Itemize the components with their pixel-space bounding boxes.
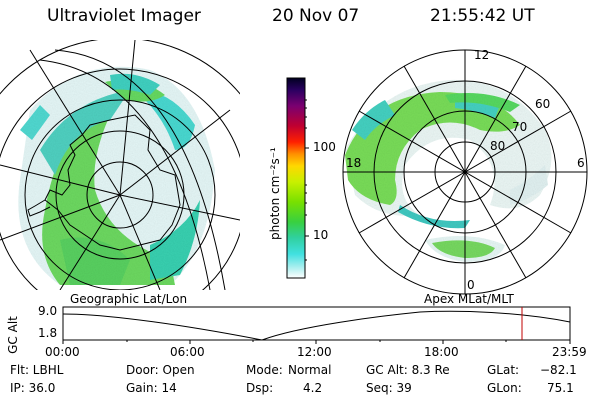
timeline-ylabel: GC Alt xyxy=(5,316,20,354)
info-mode-value: Normal xyxy=(288,363,332,377)
info-dsp-value: 4.2 xyxy=(303,381,323,395)
timeline-ytick-top: 9.0 xyxy=(38,304,58,318)
info-filter: Flt: LBHL xyxy=(10,363,64,377)
peninsula-coastline xyxy=(27,199,51,217)
mlat-label-70: 70 xyxy=(512,120,528,134)
timeline-xtick-1200: 12:00 xyxy=(297,345,332,359)
mlt-label-0: 0 xyxy=(467,278,475,292)
magnetic-aurora xyxy=(345,79,552,262)
geographic-meridians xyxy=(0,40,240,290)
instrument-title: Ultraviolet Imager xyxy=(47,6,201,26)
info-glon-value: 75.1 xyxy=(547,381,574,395)
time-label: 21:55:42 UT xyxy=(430,6,535,26)
timeline-xtick-0000: 00:00 xyxy=(45,345,80,359)
altitude-timeline xyxy=(62,306,571,344)
mlt-label-18: 18 xyxy=(346,156,362,170)
colorbar-tick-100: 100 xyxy=(313,140,336,154)
mlt-label-12: 12 xyxy=(474,48,490,62)
info-mode-label: Mode: xyxy=(246,363,283,377)
timeline-xtick-0600: 06:00 xyxy=(170,345,205,359)
altitude-curve xyxy=(62,310,571,341)
antarctica-coastline xyxy=(44,114,181,251)
info-glat-label: GLat: xyxy=(487,363,520,377)
info-gc-alt: GC Alt: 8.3 Re xyxy=(366,363,450,377)
info-door: Door: Open xyxy=(126,363,195,377)
left-map-title: Geographic Lat/Lon xyxy=(70,292,188,306)
mlat-label-80: 80 xyxy=(490,139,506,153)
info-ip: IP: 36.0 xyxy=(10,381,56,395)
colorbar-unit-label: photon cm⁻²s⁻¹ xyxy=(268,147,282,240)
geographic-limb xyxy=(39,49,226,290)
geographic-map xyxy=(0,40,240,290)
timeline-ytick-bottom: 1.8 xyxy=(38,326,58,340)
geographic-aurora xyxy=(18,66,215,285)
magnetic-map xyxy=(342,49,588,295)
info-glon-label: GLon: xyxy=(487,381,522,395)
info-glat-value: −82.1 xyxy=(540,363,577,377)
timeline-xtick-1800: 18:00 xyxy=(424,345,459,359)
date-label: 20 Nov 07 xyxy=(272,6,360,26)
magnetic-mlt-lines xyxy=(343,50,587,294)
right-map-title: Apex MLat/MLT xyxy=(424,292,514,306)
mlat-label-60: 60 xyxy=(535,97,551,111)
info-gain: Gain: 14 xyxy=(126,381,177,395)
info-dsp-label: Dsp: xyxy=(246,381,274,395)
info-seq: Seq: 39 xyxy=(366,381,412,395)
colorbar-tick-10: 10 xyxy=(313,228,329,242)
mlt-label-6: 6 xyxy=(577,156,585,170)
colorbar xyxy=(286,77,309,279)
timeline-xtick-2359: 23:59 xyxy=(552,345,587,359)
